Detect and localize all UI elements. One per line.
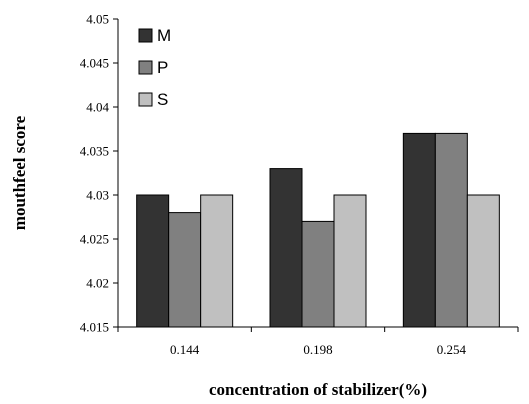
- y-tick-label: 4.02: [86, 276, 109, 291]
- legend-swatch-P: [138, 60, 153, 75]
- bars-group: [136, 132, 500, 328]
- legend-label-S: S: [157, 90, 168, 109]
- bar-M-0.254: [402, 132, 436, 328]
- legend-label-M: M: [157, 26, 171, 45]
- legend-swatch-S: [138, 92, 153, 107]
- x-ticks-group: 0.144 0.198 0.254: [117, 327, 519, 357]
- y-tick-label: 4.05: [86, 12, 109, 27]
- bar-M-0.144: [136, 194, 170, 328]
- y-tick-label: 4.015: [80, 320, 109, 335]
- x-tick-label: 0.144: [170, 342, 200, 357]
- bar-P-0.198: [301, 220, 335, 328]
- x-tick-label: 0.198: [303, 342, 332, 357]
- bar-P-0.254: [434, 132, 468, 328]
- x-axis-title: concentration of stabilizer(%): [209, 380, 427, 399]
- y-tick-label: 4.035: [80, 144, 109, 159]
- y-tick-label: 4.045: [80, 56, 109, 71]
- y-ticks-group: 4.015 4.02 4.025 4.03 4.035 4.04 4.045 4.05: [80, 12, 118, 335]
- y-tick-label: 4.025: [80, 232, 109, 247]
- axes-group: [117, 19, 518, 328]
- y-tick-label: 4.03: [86, 188, 109, 203]
- legend-swatch-M: [138, 28, 153, 43]
- bar-P-0.144: [168, 212, 202, 328]
- legend-label-P: P: [157, 58, 168, 77]
- x-tick-label: 0.254: [437, 342, 467, 357]
- bar-S-0.198: [333, 194, 367, 328]
- bar-S-0.144: [200, 194, 234, 328]
- y-tick-label: 4.04: [86, 100, 109, 115]
- bar-M-0.198: [269, 168, 303, 328]
- bar-S-0.254: [466, 194, 500, 328]
- y-axis-title: mouthfeel score: [10, 115, 29, 230]
- legend: MPS: [138, 26, 171, 109]
